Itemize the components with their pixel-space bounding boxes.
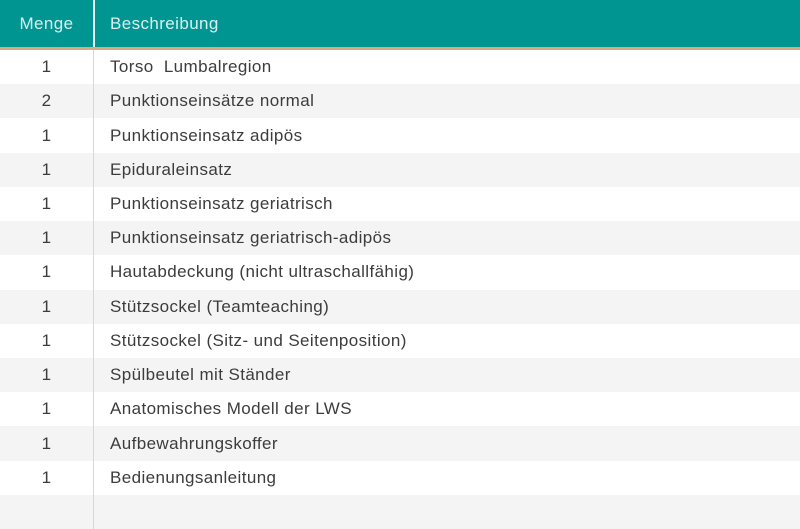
- cell-menge: 2: [41, 91, 52, 111]
- table-row: 1 Torso Lumbalregion: [0, 50, 800, 85]
- cell-beschreibung: Punktionseinsätze normal: [93, 84, 800, 119]
- table-row: 1 Bedienungsanleitung: [0, 460, 800, 495]
- column-header-beschreibung: Beschreibung: [93, 0, 800, 47]
- cell-beschreibung: Hautabdeckung (nicht ultraschallfähig): [93, 255, 800, 290]
- cell-beschreibung: [93, 494, 800, 529]
- table-row: 1 Hautabdeckung (nicht ultraschallfähig): [0, 255, 800, 290]
- cell-beschreibung: Aufbewahrungskoffer: [93, 426, 800, 461]
- cell-menge: 1: [41, 228, 52, 248]
- table-row: [0, 494, 800, 529]
- cell-menge: 1: [41, 365, 52, 385]
- cell-menge: 1: [41, 296, 52, 316]
- cell-beschreibung: Bedienungsanleitung: [93, 460, 800, 495]
- cell-menge: 1: [41, 467, 52, 487]
- table-row: 1 Stützsockel (Teamteaching): [0, 289, 800, 324]
- cell-menge: 1: [41, 159, 52, 179]
- column-header-menge: Menge: [19, 13, 74, 33]
- table-row: 1 Punktionseinsatz geriatrisch-adipös: [0, 221, 800, 256]
- cell-menge: 1: [41, 433, 52, 453]
- table-body: 1 Torso Lumbalregion 2 Punktionseinsätze…: [0, 50, 800, 529]
- cell-beschreibung: Torso Lumbalregion: [93, 50, 800, 85]
- cell-beschreibung: Punktionseinsatz geriatrisch-adipös: [93, 221, 800, 256]
- table-row: 1 Punktionseinsatz geriatrisch: [0, 186, 800, 222]
- cell-menge: 1: [41, 399, 52, 419]
- cell-menge: 1: [41, 125, 52, 145]
- cell-beschreibung: Epiduraleinsatz: [93, 152, 800, 187]
- table-row: 1 Aufbewahrungskoffer: [0, 426, 800, 461]
- cell-menge: 1: [41, 193, 52, 213]
- table-row: 1 Punktionseinsatz adipös: [0, 118, 800, 153]
- cell-beschreibung: Stützsockel (Teamteaching): [93, 289, 800, 324]
- cell-beschreibung: Stützsockel (Sitz- und Seitenposition): [93, 323, 800, 358]
- cell-beschreibung: Punktionseinsatz geriatrisch: [93, 186, 800, 222]
- cell-menge: 1: [41, 262, 52, 282]
- cell-menge: 1: [41, 57, 52, 77]
- cell-menge: 1: [41, 330, 52, 350]
- table-row: 1 Spülbeutel mit Ständer: [0, 357, 800, 393]
- cell-beschreibung: Punktionseinsatz adipös: [93, 118, 800, 153]
- table-row: 1 Anatomisches Modell der LWS: [0, 392, 800, 427]
- cell-beschreibung: Spülbeutel mit Ständer: [93, 357, 800, 393]
- cell-beschreibung: Anatomisches Modell der LWS: [93, 392, 800, 427]
- table-row: 1 Epiduraleinsatz: [0, 152, 800, 187]
- cell-menge: [0, 495, 93, 529]
- table-row: 2 Punktionseinsätze normal: [0, 84, 800, 119]
- table-header: Menge Beschreibung: [0, 0, 800, 50]
- table-row: 1 Stützsockel (Sitz- und Seitenposition): [0, 323, 800, 358]
